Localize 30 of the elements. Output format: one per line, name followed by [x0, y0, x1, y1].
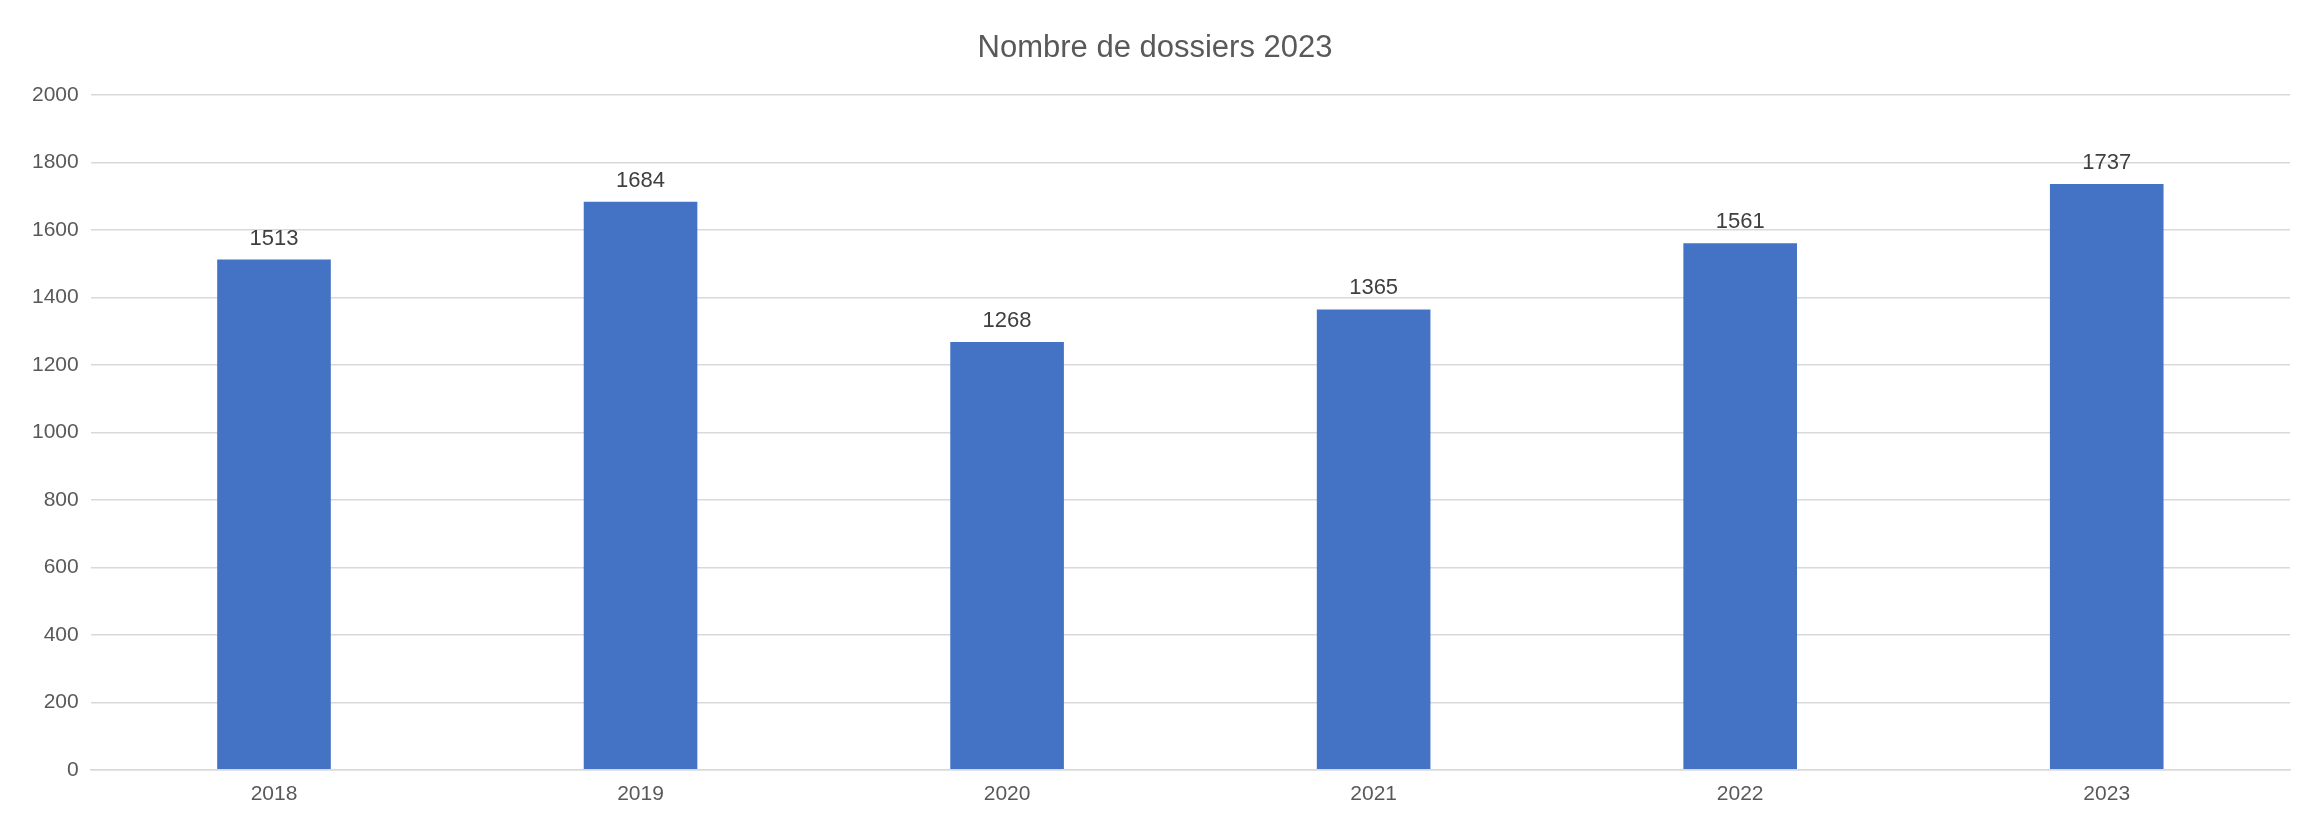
y-tick-label: 1600	[32, 216, 79, 240]
bar	[2049, 183, 2164, 770]
y-tick-label: 800	[43, 486, 79, 510]
x-tick-label: 2023	[2083, 781, 2131, 805]
x-tick-label: 2020	[983, 781, 1031, 805]
data-label: 1684	[616, 166, 666, 192]
y-tick-label: 1000	[32, 419, 79, 443]
data-label: 1737	[2082, 148, 2132, 174]
data-label: 1561	[1715, 208, 1765, 234]
y-tick-label: 600	[43, 554, 79, 578]
x-tick-label: 2018	[250, 781, 298, 805]
bar	[217, 259, 331, 770]
y-tick-label: 400	[43, 621, 79, 645]
data-label: 1513	[249, 224, 299, 250]
bar	[1316, 309, 1431, 770]
data-label: 1365	[1349, 274, 1399, 300]
x-tick-label: 2021	[1350, 781, 1397, 805]
data-label: 1268	[982, 307, 1032, 333]
y-tick-label: 0	[67, 756, 79, 780]
bar	[1683, 243, 1797, 770]
x-tick-label: 2019	[617, 781, 664, 805]
y-tick-label: 2000	[32, 82, 79, 105]
bar	[583, 201, 698, 770]
bar	[950, 342, 1064, 770]
y-tick-label: 1800	[32, 149, 79, 173]
y-tick-label: 1400	[32, 284, 79, 308]
y-tick-label: 200	[43, 689, 79, 713]
x-tick-label: 2022	[1716, 781, 1764, 805]
chart-title: Nombre de dossiers 2023	[977, 29, 1333, 65]
y-tick-label: 1200	[32, 351, 79, 375]
